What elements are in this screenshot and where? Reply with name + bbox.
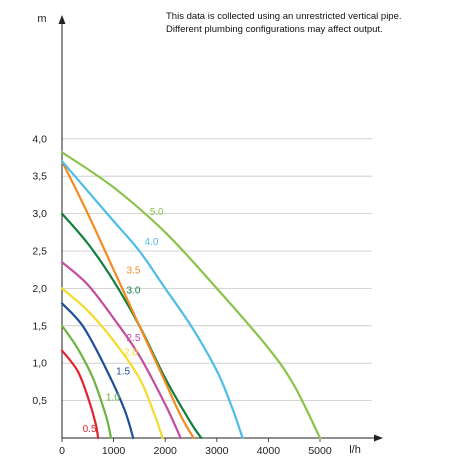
x-tick-label: 4000 bbox=[257, 445, 281, 457]
series-curve-1-0 bbox=[60, 324, 113, 440]
y-tick-label: 4,0 bbox=[32, 133, 47, 145]
x-tick-label: 5000 bbox=[308, 445, 332, 457]
series-curve-3-5 bbox=[60, 160, 195, 440]
x-axis-label: l/h bbox=[349, 444, 361, 456]
series-curve-1-5 bbox=[60, 302, 135, 440]
note-line-1: This data is collected using an unrestri… bbox=[166, 11, 402, 22]
y-axis-arrow bbox=[58, 15, 66, 24]
series-curve-2-5 bbox=[60, 261, 182, 440]
series-curve-2-0 bbox=[60, 287, 164, 440]
y-tick-label: 0,5 bbox=[32, 395, 47, 407]
note-line-2: Different plumbing configurations may af… bbox=[166, 24, 383, 35]
series-label-3-5: 3.5 bbox=[127, 265, 141, 276]
series-label-0-5: 0.5 bbox=[83, 424, 97, 435]
y-axis-label: m bbox=[37, 13, 46, 25]
y-tick-label: 3,5 bbox=[32, 171, 47, 183]
y-tick-label: 2,5 bbox=[32, 246, 47, 258]
x-tick-label: 3000 bbox=[205, 445, 229, 457]
y-tick-label: 3,0 bbox=[32, 208, 47, 220]
x-tick-label: 1000 bbox=[102, 445, 126, 457]
chart-note: This data is collected using an unrestri… bbox=[166, 10, 456, 36]
series-curve-4-0 bbox=[60, 160, 244, 440]
y-tick-label: 2,0 bbox=[32, 283, 47, 295]
y-tick-label: 1,0 bbox=[32, 358, 47, 370]
series-label-2-5: 2.5 bbox=[127, 333, 141, 344]
series-label-4-0: 4.0 bbox=[145, 237, 159, 248]
x-tick-label: 2000 bbox=[154, 445, 178, 457]
series-curve-5-0 bbox=[60, 151, 322, 440]
y-tick-label: 1,5 bbox=[32, 320, 47, 332]
series-curve-0-5 bbox=[60, 349, 100, 440]
x-tick-label: 0 bbox=[59, 445, 65, 457]
series-label-3-0: 3.0 bbox=[127, 286, 141, 297]
series-label-1-5: 1.5 bbox=[116, 366, 130, 377]
series-label-2-0: 2.0 bbox=[124, 348, 138, 359]
series-label-1-0: 1.0 bbox=[106, 393, 120, 404]
x-axis-arrow bbox=[374, 434, 383, 442]
series-label-5-0: 5.0 bbox=[150, 207, 164, 218]
